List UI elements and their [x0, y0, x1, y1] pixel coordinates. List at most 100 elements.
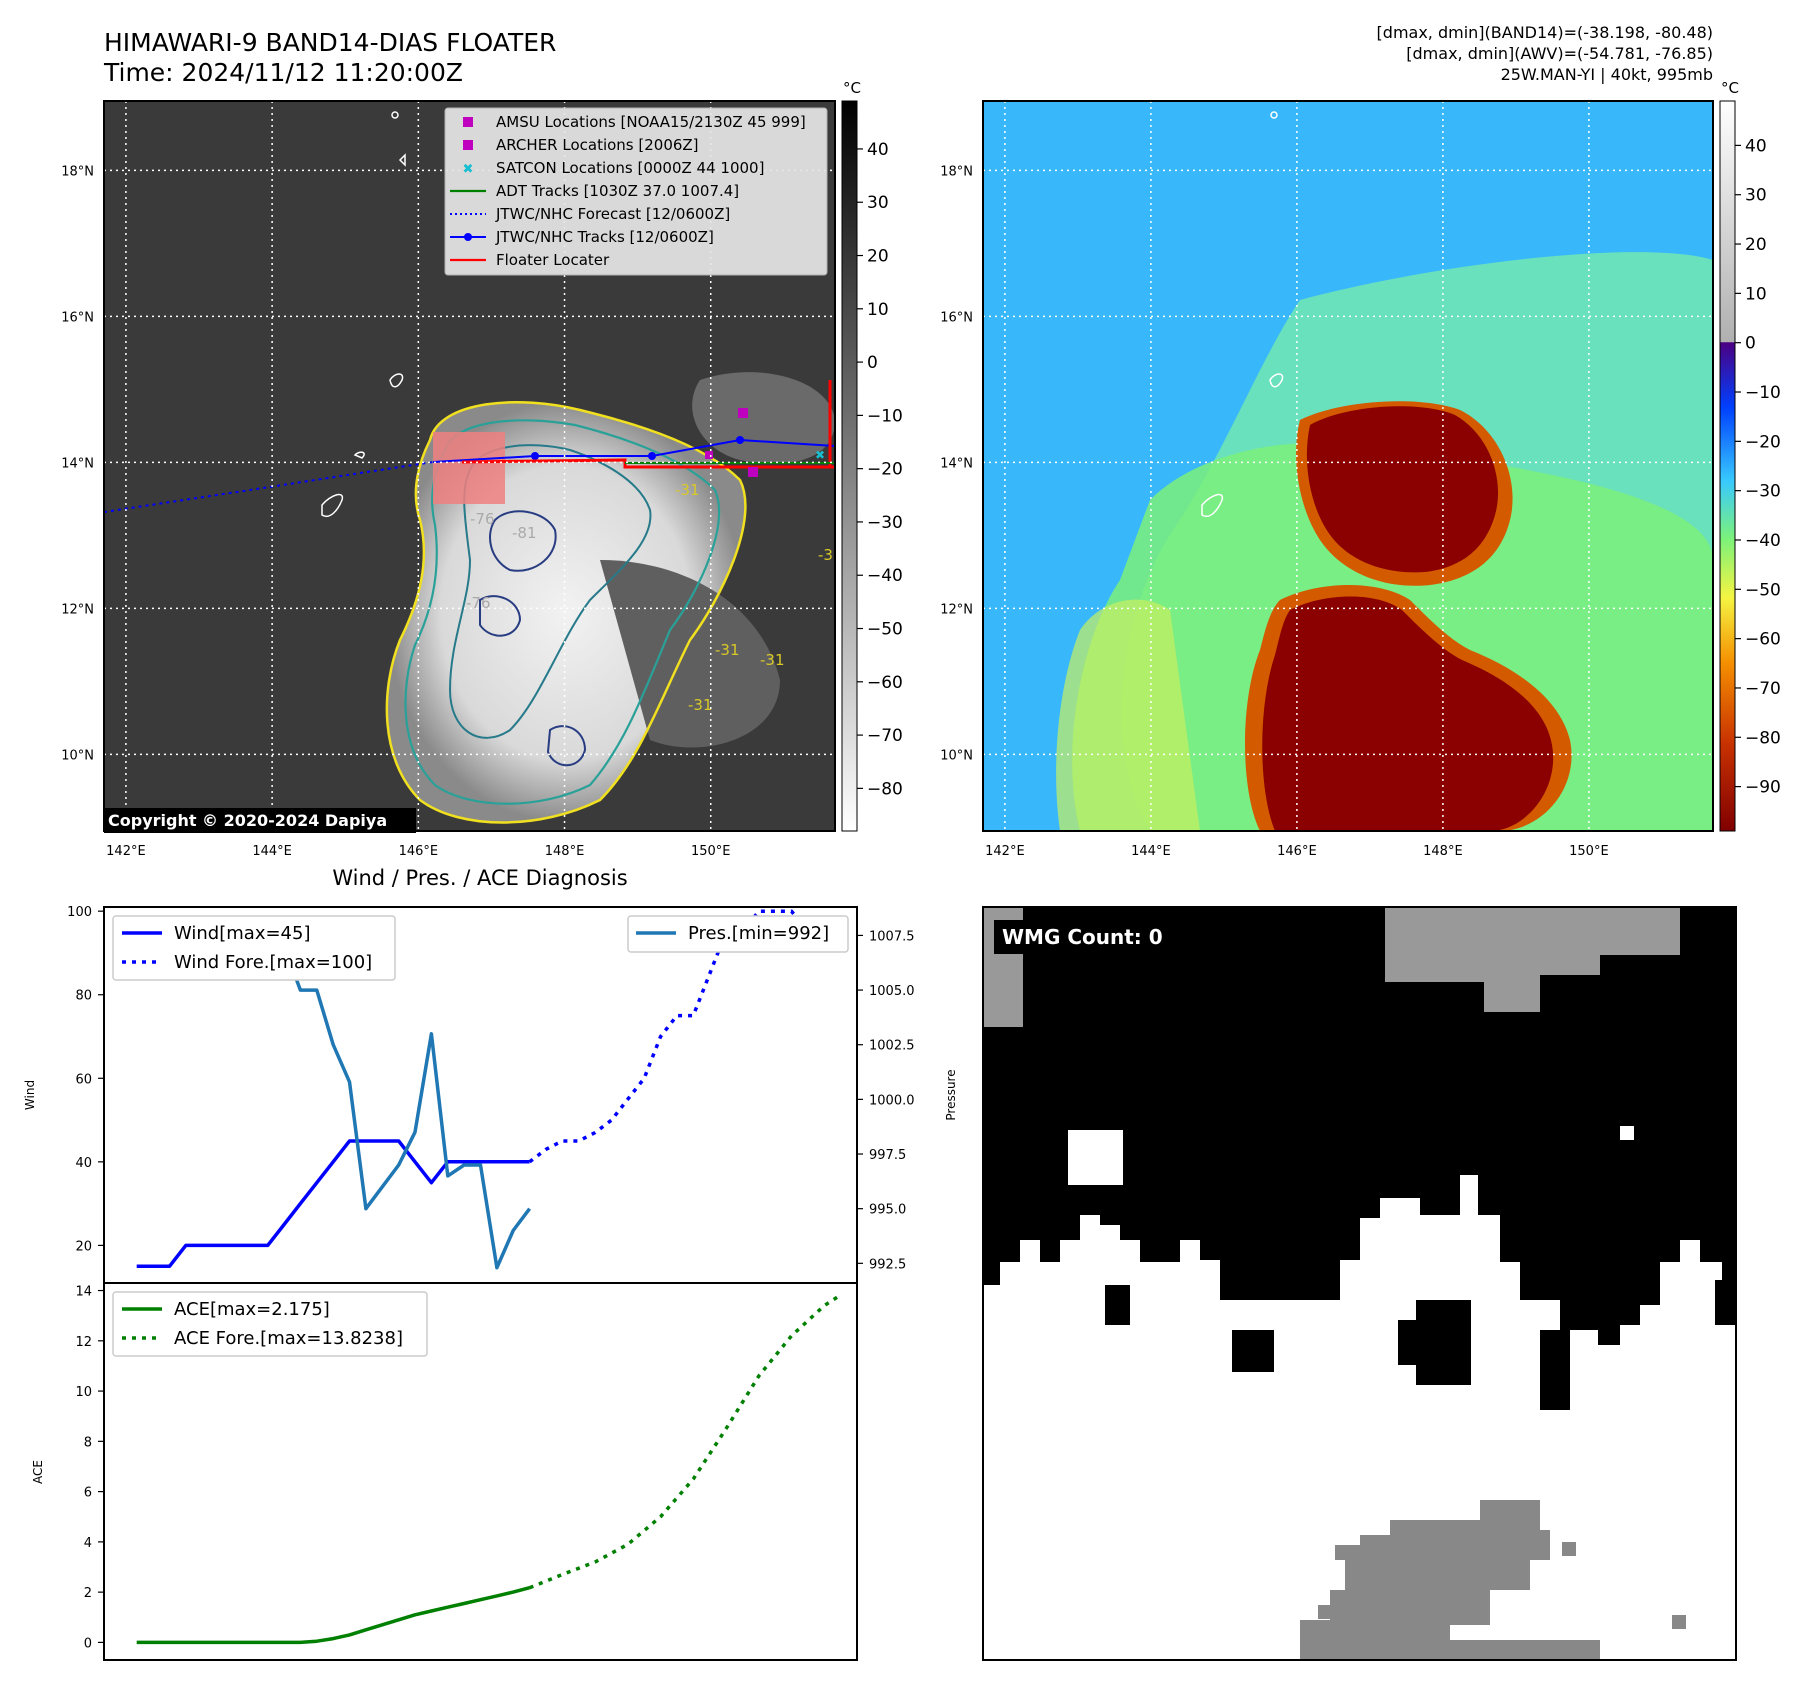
pressure-tick-label: 1002.5 [869, 1039, 915, 1054]
lon-label: 142°E [985, 844, 1025, 859]
ace-legend [112, 1291, 428, 1357]
wmg-panel: WMG Count: 0 [982, 906, 1737, 1661]
satcon-location-marker: ✖ [815, 448, 825, 462]
colorbar-tick-label: −20 [867, 460, 903, 480]
ace-tick-label: 8 [84, 1435, 92, 1450]
wmg-mask-black [1232, 1330, 1274, 1372]
map1-legend [444, 107, 828, 276]
wmg-mask-gray [1300, 1500, 1600, 1660]
ace-tick-label: 4 [84, 1536, 92, 1551]
colorbar-tick-label: −30 [867, 513, 903, 533]
colorbar-tick-label: −30 [1745, 482, 1781, 502]
awv-map: 18°N 16°N 14°N 12°N 10°N 142°E 144°E 146°E 148°… [940, 79, 1781, 859]
wind-legend [112, 915, 396, 981]
contour-76 [479, 595, 522, 637]
map2-cold-cloud [1262, 596, 1554, 831]
wmg-mask-black [1398, 1320, 1420, 1365]
map2-lon-labels: 142°E 144°E 146°E 148°E 150°E [985, 844, 1609, 859]
lat-label: 12°N [940, 602, 973, 617]
legend-entry: Pres.[min=992] [688, 923, 829, 944]
colorbar-tick-label: −80 [867, 779, 903, 799]
map1-legend-items: AMSU Locations [NOAA15/2130Z 45 999] ARCH… [450, 113, 806, 269]
contour-label: -31 [818, 546, 843, 564]
wmg-mask-gray [1385, 907, 1680, 1012]
contour-76 [546, 725, 587, 767]
wmg-mask-black [983, 907, 1736, 1345]
legend-entry: ADT Tracks [1030Z 37.0 1007.4] [496, 182, 739, 200]
legend-entry: Wind Fore.[max=100] [174, 952, 372, 973]
cloud-band [692, 372, 835, 464]
pressure-tick-label: 997.5 [869, 1148, 906, 1163]
band14-range: [dmax, dmin](BAND14)=(-38.198, -80.48) [1377, 23, 1713, 42]
colorbar-tick-label: 40 [867, 140, 889, 160]
wind-tick-label: 100 [67, 905, 92, 920]
wind-axis-label: Wind [23, 1080, 37, 1110]
legend-marker [463, 140, 473, 150]
band14-map: ✖ -76 -81 -76 -31 -31 -31 -31 -31 18°N 16… [61, 79, 903, 859]
lon-label: 146°E [1277, 844, 1317, 859]
cloud-band [600, 560, 780, 748]
legend-entry: ACE[max=2.175] [174, 1299, 330, 1320]
copyright-text: Copyright © 2020-2024 Dapiya [108, 811, 387, 830]
island [1269, 373, 1284, 388]
jtwc-track-point [531, 452, 539, 460]
wmg-mask-black [1540, 1330, 1570, 1410]
contour-label: -76 [470, 510, 495, 528]
band14-colorbar [841, 100, 858, 832]
map2-cold-cloud [1306, 406, 1499, 573]
colorbar-tick-label: −40 [867, 566, 903, 586]
lon-label: 150°E [691, 844, 731, 859]
colorbar-tick-label: 20 [1745, 235, 1767, 255]
legend-marker: ✖ [463, 162, 474, 177]
colorbar-tick-label: −80 [1745, 728, 1781, 748]
legend-entry: ARCHER Locations [2006Z] [496, 136, 699, 154]
wmg-mask-gap [1620, 1126, 1634, 1140]
island [389, 373, 404, 388]
series-line-ace [136, 1586, 531, 1645]
colorbar1-ticks: 40 30 20 10 0 −10 −20 −30 −40 −50 −60 −70 −80 [857, 140, 903, 799]
colorbar-tick-label: 0 [867, 353, 878, 373]
ace-tick-label: 6 [84, 1486, 92, 1501]
wind-tick-label: 80 [75, 989, 92, 1004]
ace-axis-ticks: 0 2 4 6 8 10 12 14 [75, 1285, 104, 1651]
island-guam [1201, 493, 1224, 517]
colorbar-tick-label: −50 [867, 620, 903, 640]
lat-label: 10°N [61, 748, 94, 763]
colorbar-tick-label: 20 [867, 247, 889, 267]
colorbar-tick-label: −40 [1745, 531, 1781, 551]
contour-76 [489, 510, 557, 572]
wmg-mask-gray [1562, 1542, 1576, 1556]
colorbar-tick-label: −10 [1745, 383, 1781, 403]
cloud-mass [386, 402, 746, 823]
map1-lon-labels: 142°E 144°E 146°E 148°E 150°E [106, 844, 730, 859]
map1-frame [103, 100, 836, 832]
colorbar-tick-label: 40 [1745, 136, 1767, 156]
legend-entry: Wind[max=45] [174, 923, 311, 944]
pressure-axis-ticks: 992.5 995.0 997.5 1000.0 1002.5 1005.0 1007.5 [857, 929, 915, 1272]
colorbar-tick-label: 30 [867, 193, 889, 213]
ace-chart: ACE 0 2 4 6 8 10 12 14 ACE[max=2.175] ACE Fore.[… [31, 1282, 858, 1661]
island [391, 111, 399, 119]
wmg-mask-gray [1672, 1615, 1686, 1629]
lat-label: 14°N [61, 456, 94, 471]
jtwc-track-point [736, 436, 744, 444]
wind-tick-label: 20 [75, 1239, 92, 1254]
pressure-tick-label: 995.0 [869, 1203, 906, 1218]
colorbar-tick-label: −20 [1745, 432, 1781, 452]
wind-pressure-chart: Wind / Pres. / ACE Diagnosis Wind Pressu… [23, 866, 958, 1284]
legend-entry: JTWC/NHC Forecast [12/0600Z] [495, 205, 730, 223]
colorbar-tick-label: −90 [1745, 778, 1781, 798]
island [398, 153, 406, 167]
legend-entry: AMSU Locations [NOAA15/2130Z 45 999] [496, 113, 806, 131]
wmg-mask-black [1416, 1300, 1471, 1385]
amsu-location-marker [738, 408, 748, 418]
lon-label: 146°E [399, 844, 439, 859]
colorbar-tick-label: −60 [1745, 630, 1781, 650]
colorbar-tick-label: 10 [867, 300, 889, 320]
island [353, 451, 365, 459]
wmg-mask-black [1715, 1280, 1736, 1325]
colorbar-tick-label: −60 [867, 673, 903, 693]
wind-axis-ticks: 20 40 60 80 100 [67, 905, 104, 1254]
lat-label: 16°N [61, 310, 94, 325]
wind-legend-items: Wind[max=45] Wind Fore.[max=100] [122, 923, 372, 973]
